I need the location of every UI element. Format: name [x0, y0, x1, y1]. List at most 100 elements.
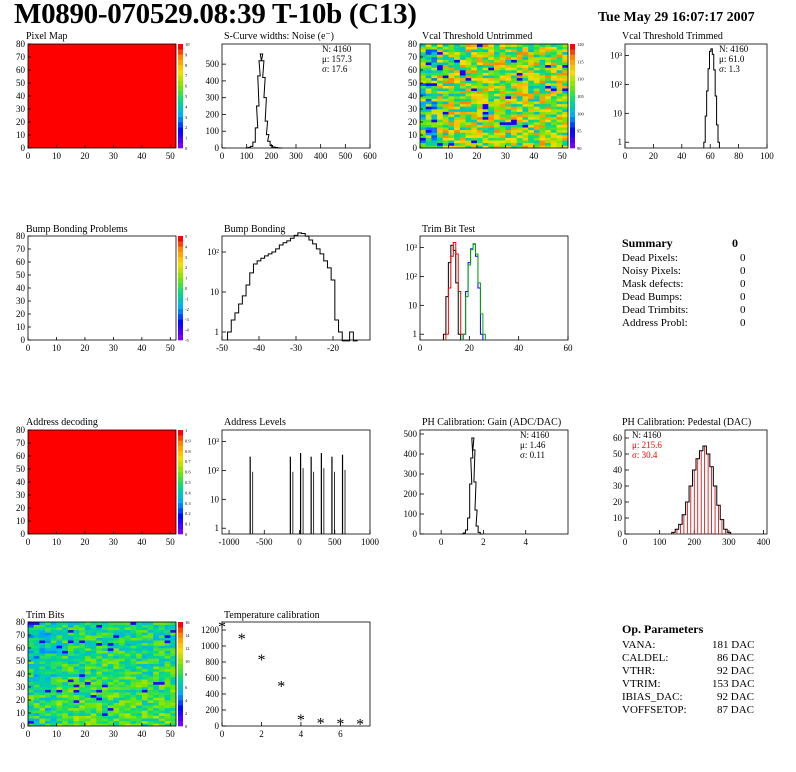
heatmap-cell: [465, 67, 472, 71]
heatmap-cell: [425, 72, 432, 76]
heatmap-cell: [90, 694, 97, 698]
heatmap-cell: [533, 62, 540, 66]
heatmap-cell: [437, 72, 444, 76]
heatmap-cell: [442, 124, 449, 128]
y-tick-label: 10: [210, 287, 220, 297]
heatmap-cell: [107, 658, 114, 662]
heatmap-cell: [431, 101, 438, 105]
chart-ph_pedestal: PH Calibration: Pedestal (DAC)0 100 200 300…: [613, 417, 771, 547]
color-scale-segment: [570, 75, 575, 81]
heatmap-cell: [136, 723, 143, 727]
heatmap-cell: [84, 715, 91, 719]
color-scale-segment: [178, 64, 183, 71]
heatmap-cell: [420, 106, 426, 110]
heatmap-cell: [459, 135, 466, 138]
heatmap-cell: [170, 629, 177, 633]
heatmap-cell: [533, 101, 540, 105]
heatmap-cell: [136, 679, 143, 683]
heatmap-cell: [62, 668, 69, 672]
heatmap-cell: [130, 661, 137, 664]
heatmap-cell: [102, 627, 108, 631]
heatmap-cell: [437, 101, 444, 105]
heatmap-cell: [33, 687, 40, 690]
y-tick-label: 20: [613, 497, 623, 507]
heatmap-cell: [158, 658, 165, 662]
heatmap-cell: [153, 666, 160, 670]
heatmap-cell: [448, 72, 455, 76]
color-scale-segment: [178, 241, 183, 247]
chart-title: Trim Bit Test: [422, 224, 475, 235]
heatmap-cell: [170, 694, 177, 698]
heatmap-cell: [471, 67, 478, 71]
heatmap-cell: [33, 689, 40, 693]
heatmap-cell: [448, 64, 455, 68]
heatmap-cell: [425, 109, 432, 112]
heatmap-cell: [476, 46, 483, 50]
heatmap-cell: [528, 62, 535, 66]
heatmap-cell: [550, 142, 557, 146]
color-scale-label: 0.6: [185, 470, 191, 475]
heatmap-cell: [130, 629, 137, 633]
heatmap-cell: [494, 122, 500, 125]
color-scale-segment: [178, 440, 183, 446]
heatmap-cell: [545, 83, 552, 86]
y-tick-label: 60: [16, 257, 26, 267]
heatmap-cell: [431, 109, 438, 112]
x-tick-label: 300: [289, 151, 303, 161]
op-param-label: IBIAS_DAC:: [622, 691, 683, 703]
y-tick-label: 30: [408, 104, 418, 114]
heatmap-cell: [45, 627, 52, 631]
heatmap-cell: [102, 700, 108, 703]
heatmap-cell: [459, 70, 466, 73]
heatmap-cell: [437, 98, 444, 102]
heatmap-cell: [442, 72, 449, 76]
heatmap-cell: [488, 54, 495, 58]
heatmap-cell: [522, 90, 529, 94]
heatmap-cell: [448, 54, 455, 58]
heatmap-cell: [158, 629, 165, 633]
heatmap-cell: [465, 137, 472, 141]
heatmap-cell: [550, 80, 557, 84]
heatmap-cell: [459, 49, 466, 53]
heatmap-cell: [556, 109, 563, 112]
stats-label: N: 4160: [632, 430, 662, 440]
heatmap-cell: [153, 624, 160, 628]
heatmap-cell: [136, 705, 143, 709]
heatmap-cell: [539, 132, 546, 136]
heatmap-cell: [437, 119, 444, 123]
x-tick-label: 30: [109, 343, 119, 353]
heatmap-cell: [528, 129, 535, 133]
heatmap-cell: [454, 145, 461, 149]
color-scale-segment: [178, 319, 183, 325]
heatmap-cell: [90, 679, 97, 683]
heatmap-cell: [431, 140, 438, 144]
heatmap-cell: [119, 627, 126, 631]
heatmap-cell: [119, 658, 126, 662]
x-tick-label: 0: [26, 537, 31, 547]
heatmap-cell: [454, 116, 461, 120]
heatmap-cell: [488, 77, 495, 81]
heatmap-cell: [147, 650, 154, 654]
color-scale-segment: [178, 648, 183, 654]
heatmap-cell: [73, 629, 80, 633]
heatmap-cell: [511, 142, 518, 146]
heatmap-cell: [164, 694, 171, 698]
color-scale-segment: [570, 90, 575, 97]
heatmap-cell: [136, 702, 143, 706]
heatmap-cell: [488, 142, 495, 146]
heatmap-cell: [454, 137, 461, 141]
stats-label: σ: 1.3: [719, 64, 740, 74]
heatmap-cell: [420, 46, 426, 50]
heatmap-cell: [73, 635, 80, 638]
heatmap-cell: [431, 98, 438, 102]
heatmap-cell: [147, 687, 154, 690]
heatmap-cell: [136, 663, 143, 667]
heatmap-cell: [505, 46, 512, 50]
heatmap-cell: [545, 103, 552, 107]
summary-label: Dead Bumps:: [622, 291, 683, 303]
color-scale-label: 0.4: [185, 490, 191, 495]
heatmap-cell: [488, 114, 495, 118]
heatmap-cell: [516, 137, 523, 141]
heatmap-cell: [67, 653, 74, 657]
heatmap-cell: [28, 629, 34, 633]
